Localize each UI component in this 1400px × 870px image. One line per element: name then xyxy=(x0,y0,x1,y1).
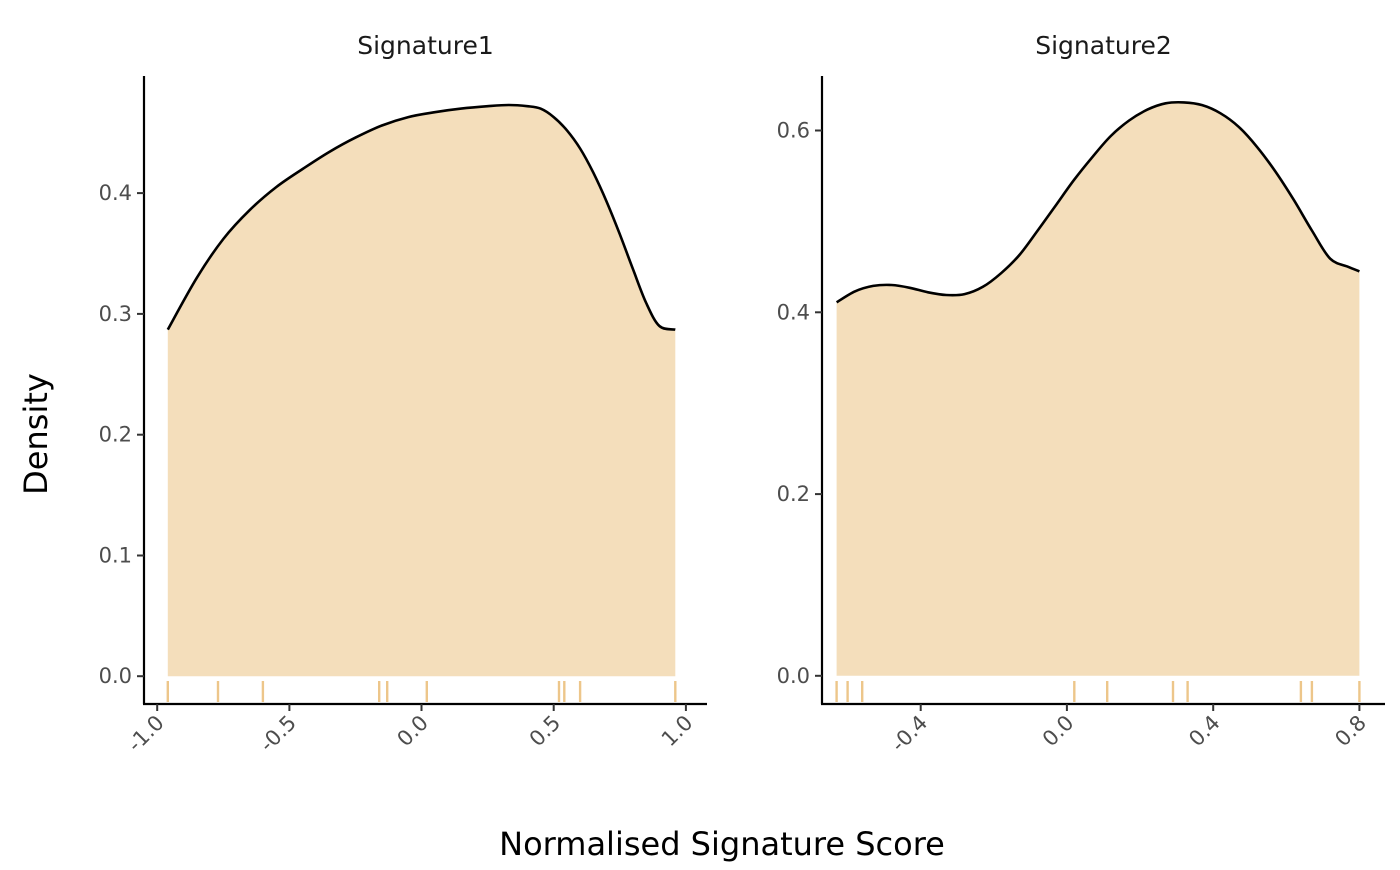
x-tick-label: 0.4 xyxy=(1184,711,1225,752)
density-line xyxy=(835,100,1360,304)
x-tick-label: 0.0 xyxy=(392,711,433,752)
density-area xyxy=(167,105,676,677)
x-axis-title: Normalised Signature Score xyxy=(499,825,945,863)
density-area xyxy=(836,102,1360,676)
y-tick-label: 0.6 xyxy=(777,119,810,143)
x-tick-label: 0.5 xyxy=(525,711,566,752)
y-tick-label: 0.3 xyxy=(99,302,132,326)
panels-group: 0.0 0.1 0.2 0.3 0.4 -1.0 -0.5 0.0 0.5 1.0 Signatur… xyxy=(99,31,1385,757)
panel-2: 0.0 0.2 0.4 0.6 -0.4 0.0 0.4 0.8 Signature2 xyxy=(777,31,1385,757)
panel-title: Signature2 xyxy=(1035,31,1172,60)
y-tick-label: 0.0 xyxy=(99,664,132,688)
panel-1: 0.0 0.1 0.2 0.3 0.4 -1.0 -0.5 0.0 0.5 1.0 Signatur… xyxy=(99,31,707,757)
panel-title: Signature1 xyxy=(357,31,494,60)
x-tick-label: -1.0 xyxy=(123,711,169,757)
x-tick-label: 0.8 xyxy=(1330,711,1371,752)
x-tick-label: -0.5 xyxy=(255,711,301,757)
x-tick-label: 1.0 xyxy=(657,711,698,752)
y-tick-label: 0.2 xyxy=(99,423,132,447)
y-tick-label: 0.2 xyxy=(777,482,810,506)
x-tick-label: 0.0 xyxy=(1038,711,1079,752)
y-tick-label: 0.0 xyxy=(777,664,810,688)
y-tick-label: 0.4 xyxy=(99,181,132,205)
x-tick-label: -0.4 xyxy=(886,711,932,757)
y-axis-title: Density xyxy=(17,373,55,495)
density-line xyxy=(166,103,676,331)
y-tick-label: 0.1 xyxy=(99,544,132,568)
y-tick-label: 0.4 xyxy=(777,300,810,324)
